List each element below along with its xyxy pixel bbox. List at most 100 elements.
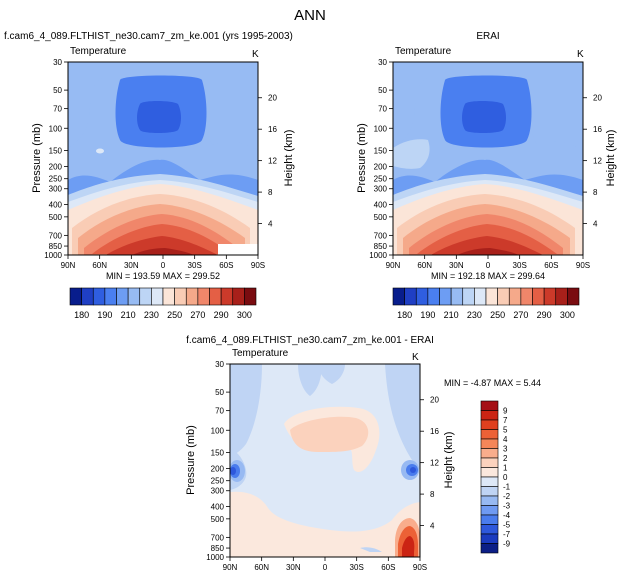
panel-title: f.cam6_4_089.FLTHIST_ne30.cam7_zm_ke.001… xyxy=(4,31,293,42)
colorbar-swatch xyxy=(450,287,464,306)
colorbar-swatch xyxy=(532,287,545,306)
pressure-tick-label: 500 xyxy=(374,213,388,222)
pressure-tick-label: 30 xyxy=(378,58,387,67)
colorbar-swatch xyxy=(427,287,440,306)
pressure-tick-label: 100 xyxy=(374,124,388,133)
colorbar-swatch xyxy=(555,287,568,306)
colorbar-swatch xyxy=(116,287,129,306)
height-tick-label: 20 xyxy=(268,94,277,103)
pressure-tick-label: 100 xyxy=(211,426,225,435)
panel-difference: f.cam6_4_089.FLTHIST_ne30.cam7_zm_ke.001… xyxy=(185,335,541,572)
colorbar-label: 5 xyxy=(503,426,508,435)
height-tick-label: 16 xyxy=(268,125,277,134)
units-label: K xyxy=(252,49,259,60)
colorbar-label: -1 xyxy=(503,483,511,492)
lat-tick-label: 30S xyxy=(513,261,527,270)
pressure-tick-label: 300 xyxy=(374,185,388,194)
colorbar-label: -9 xyxy=(503,540,511,549)
contour-field xyxy=(230,364,420,557)
colorbar-label: 180 xyxy=(397,310,412,320)
lat-tick-label: 90N xyxy=(61,261,76,270)
pressure-tick-label: 700 xyxy=(374,231,388,240)
lat-tick-label: 60S xyxy=(381,563,395,572)
colorbar-swatch xyxy=(462,287,475,306)
colorbar-swatch xyxy=(480,543,499,554)
lat-tick-label: 60S xyxy=(219,261,233,270)
pressure-tick-label: 850 xyxy=(49,242,63,251)
pressure-tick-label: 300 xyxy=(211,487,225,496)
colorbar-swatch xyxy=(480,486,499,497)
colorbar-label: 4 xyxy=(503,435,508,444)
pressure-tick-label: 500 xyxy=(49,213,63,222)
y-axis-label: Pressure (mb) xyxy=(356,123,368,193)
pressure-tick-label: 850 xyxy=(211,544,225,553)
colorbar-label: 250 xyxy=(167,310,182,320)
colorbar-swatch xyxy=(209,287,222,306)
colorbar-swatch xyxy=(415,287,429,306)
pressure-tick-label: 150 xyxy=(374,147,388,156)
colorbar-swatch xyxy=(480,524,499,535)
height-tick-label: 16 xyxy=(593,125,602,134)
min-max-text: MIN = -4.87 MAX = 5.44 xyxy=(444,378,541,388)
colorbar-swatch xyxy=(480,476,499,487)
pressure-tick-label: 1000 xyxy=(206,553,224,562)
colorbar-label: -7 xyxy=(503,530,511,539)
colorbar-label: 7 xyxy=(503,416,508,425)
lat-tick-label: 0 xyxy=(486,261,491,270)
height-tick-label: 4 xyxy=(430,522,435,531)
colorbar-model: 180 190 210 230 250 270 290 300 xyxy=(69,287,257,320)
colorbar-swatch xyxy=(162,287,175,306)
pressure-tick-label: 150 xyxy=(49,147,63,156)
colorbar-label: 270 xyxy=(190,310,205,320)
pressure-tick-label: 400 xyxy=(374,201,388,210)
height-tick-label: 8 xyxy=(593,188,598,197)
pressure-tick-label: 250 xyxy=(49,175,63,184)
units-label: K xyxy=(577,49,584,60)
colorbar-swatch xyxy=(151,287,164,306)
colorbar-swatch xyxy=(480,533,499,544)
panel-model: f.cam6_4_089.FLTHIST_ne30.cam7_zm_ke.001… xyxy=(4,31,295,281)
pressure-tick-label: 250 xyxy=(211,477,225,486)
pressure-tick-label: 50 xyxy=(215,388,224,397)
lat-tick-label: 60N xyxy=(92,261,107,270)
units-label: K xyxy=(412,352,419,363)
colorbar-label: 210 xyxy=(444,310,459,320)
lat-tick-label: 60N xyxy=(254,563,269,572)
y2-axis-label: Height (km) xyxy=(283,130,295,187)
colorbar-swatch xyxy=(185,287,199,306)
pressure-tick-label: 400 xyxy=(49,201,63,210)
y2-axis-label: Height (km) xyxy=(605,130,617,187)
colorbar-label: 230 xyxy=(144,310,159,320)
lat-tick-label: 30N xyxy=(449,261,464,270)
colorbar-swatch xyxy=(404,287,417,306)
y-axis-label: Pressure (mb) xyxy=(185,425,197,495)
lat-tick-label: 90N xyxy=(386,261,401,270)
colorbar-label: -5 xyxy=(503,521,511,530)
height-tick-label: 12 xyxy=(268,157,277,166)
colorbar-label: -4 xyxy=(503,511,511,520)
colorbar-label: 300 xyxy=(237,310,252,320)
contour-field xyxy=(68,62,258,255)
colorbar-swatch xyxy=(480,457,499,468)
colorbar-swatch xyxy=(480,467,499,478)
pressure-tick-label: 1000 xyxy=(369,251,387,260)
colorbar-label: 270 xyxy=(513,310,528,320)
colorbar-label: 190 xyxy=(420,310,435,320)
colorbar-swatch xyxy=(127,287,141,306)
colorbar-swatch xyxy=(104,287,117,306)
height-tick-label: 12 xyxy=(593,157,602,166)
pressure-tick-label: 50 xyxy=(53,86,62,95)
pressure-tick-label: 70 xyxy=(53,105,62,114)
lat-tick-label: 0 xyxy=(323,563,328,572)
min-max-text: MIN = 192.18 MAX = 299.64 xyxy=(431,271,545,281)
figure-title: ANN xyxy=(294,7,326,24)
colorbar-label: 290 xyxy=(537,310,552,320)
colorbar-swatch xyxy=(232,287,245,306)
colorbar-label: 190 xyxy=(97,310,112,320)
y-axis-label: Pressure (mb) xyxy=(31,123,43,193)
colorbar-swatch xyxy=(439,287,452,306)
variable-label: Temperature xyxy=(70,46,127,57)
colorbar-label: 3 xyxy=(503,445,508,454)
